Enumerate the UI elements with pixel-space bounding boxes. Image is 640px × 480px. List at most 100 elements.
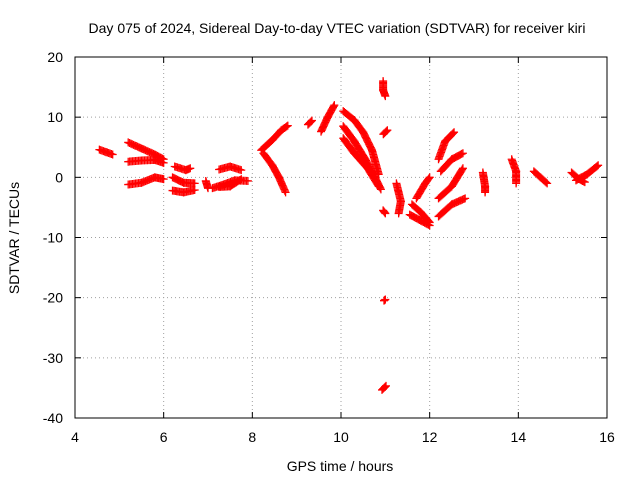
data-point bbox=[186, 164, 195, 173]
y-tick-label: -20 bbox=[43, 290, 63, 306]
data-track bbox=[339, 134, 383, 191]
data-track bbox=[412, 173, 434, 203]
data-track bbox=[380, 295, 390, 305]
data-track bbox=[339, 107, 383, 179]
data-track bbox=[434, 194, 470, 221]
data-track bbox=[434, 164, 467, 203]
data-point bbox=[329, 102, 338, 111]
data-point bbox=[159, 158, 168, 167]
y-tick-label: -10 bbox=[43, 230, 63, 246]
data-point bbox=[381, 209, 390, 218]
data-point bbox=[542, 178, 551, 187]
data-point bbox=[281, 188, 290, 197]
y-tick-label: -30 bbox=[43, 350, 63, 366]
data-point bbox=[373, 181, 382, 190]
data-track bbox=[215, 162, 246, 175]
y-axis-label: SDTVAR / TECUs bbox=[6, 182, 22, 294]
data-point bbox=[424, 174, 433, 183]
y-tick-labels: 20 10 0 -10 -20 -30 -40 bbox=[43, 49, 63, 426]
data-track bbox=[529, 167, 552, 188]
chart-title: Day 075 of 2024, Sidereal Day-to-day VTE… bbox=[89, 20, 586, 36]
data-point bbox=[450, 128, 459, 137]
y-tick-label: -40 bbox=[43, 410, 63, 426]
data-point bbox=[380, 383, 389, 392]
data-point bbox=[374, 182, 383, 191]
data-point bbox=[307, 116, 316, 125]
data-point bbox=[382, 127, 391, 136]
data-track bbox=[257, 121, 292, 155]
data-point bbox=[594, 161, 603, 170]
y-tick-label: 20 bbox=[47, 49, 63, 65]
y-tick-label: 0 bbox=[55, 169, 63, 185]
data-point bbox=[461, 194, 470, 203]
axis-ticks bbox=[74, 56, 608, 419]
data-point bbox=[593, 162, 602, 171]
x-tick-label: 6 bbox=[160, 429, 168, 445]
data-track bbox=[168, 185, 199, 197]
data-point bbox=[330, 101, 339, 110]
data-point bbox=[383, 126, 392, 135]
x-axis-label: GPS time / hours bbox=[287, 458, 394, 474]
data-point bbox=[425, 173, 434, 182]
data-track bbox=[317, 101, 339, 136]
data-point bbox=[449, 129, 458, 138]
data-track bbox=[259, 149, 290, 197]
data-track bbox=[379, 126, 392, 139]
data-track bbox=[201, 176, 212, 193]
data-track bbox=[170, 162, 195, 175]
data-track bbox=[378, 381, 391, 394]
data-point bbox=[381, 382, 390, 391]
data-track bbox=[379, 77, 390, 101]
data-track bbox=[124, 155, 168, 167]
data-track bbox=[405, 210, 434, 230]
x-tick-label: 8 bbox=[248, 429, 256, 445]
data-point bbox=[458, 164, 467, 173]
data-track bbox=[208, 176, 252, 193]
x-tick-labels: 4 6 8 10 12 14 16 bbox=[71, 429, 615, 445]
data-point bbox=[190, 185, 199, 194]
data-track bbox=[392, 179, 405, 218]
data-point bbox=[458, 165, 467, 174]
data-track bbox=[124, 173, 168, 189]
data-track bbox=[95, 145, 117, 159]
data-points bbox=[95, 77, 603, 394]
x-tick-label: 14 bbox=[511, 429, 527, 445]
data-point bbox=[424, 220, 433, 229]
data-point bbox=[458, 149, 467, 158]
data-track bbox=[507, 155, 521, 188]
x-tick-label: 12 bbox=[422, 429, 438, 445]
data-point bbox=[108, 150, 117, 159]
data-point bbox=[457, 149, 466, 158]
data-point bbox=[481, 188, 490, 197]
data-point bbox=[379, 207, 388, 216]
data-point bbox=[306, 117, 315, 126]
data-track bbox=[434, 128, 459, 164]
data-point bbox=[381, 92, 390, 101]
data-track bbox=[168, 173, 199, 188]
y-tick-label: 10 bbox=[47, 109, 63, 125]
data-point bbox=[243, 176, 252, 185]
data-point bbox=[283, 121, 292, 130]
data-point bbox=[425, 221, 434, 230]
data-point bbox=[381, 128, 390, 137]
data-point bbox=[159, 175, 168, 184]
data-track bbox=[303, 116, 316, 129]
data-point bbox=[381, 295, 390, 304]
data-point bbox=[543, 179, 552, 188]
data-track bbox=[379, 206, 390, 218]
data-point bbox=[394, 209, 403, 218]
data-point bbox=[282, 122, 291, 131]
x-tick-label: 4 bbox=[71, 429, 79, 445]
x-tick-label: 10 bbox=[333, 429, 349, 445]
plot-frame bbox=[74, 56, 608, 419]
data-track bbox=[436, 149, 467, 176]
data-point bbox=[380, 208, 389, 217]
data-track bbox=[478, 168, 490, 197]
data-point bbox=[512, 179, 521, 188]
data-point bbox=[305, 118, 314, 127]
x-tick-label: 16 bbox=[599, 429, 615, 445]
data-point bbox=[448, 130, 457, 139]
data-point bbox=[237, 166, 246, 175]
data-track bbox=[571, 161, 603, 185]
